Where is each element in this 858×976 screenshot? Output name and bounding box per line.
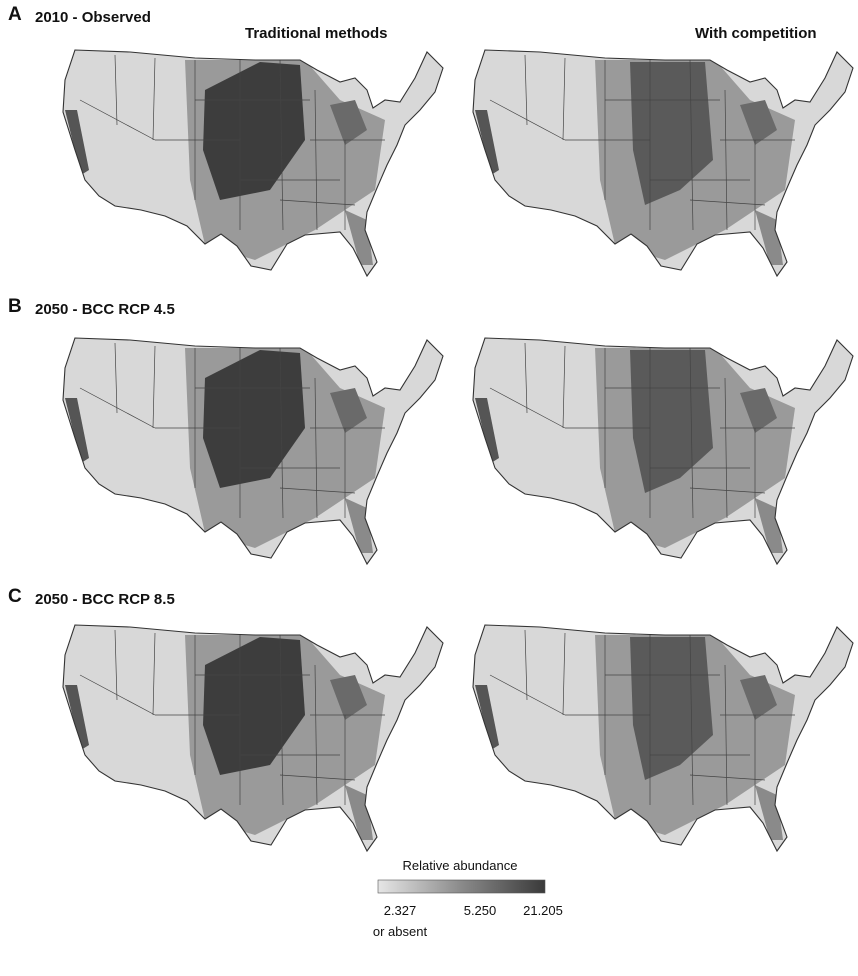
legend-colorbar	[378, 880, 545, 893]
panel-letter: C	[8, 586, 22, 607]
us-map	[473, 625, 853, 851]
us-map	[63, 625, 443, 851]
figure: A 2010 - Observed B 2050 - BCC RCP 4.5 C…	[0, 0, 858, 971]
panel-title: 2050 - BCC RCP 4.5	[35, 301, 175, 318]
panel-letter: B	[8, 296, 22, 317]
column-title: With competition	[695, 25, 817, 42]
panel-letter: A	[8, 4, 22, 25]
legend-note: or absent	[373, 924, 428, 939]
legend-title: Relative abundance	[403, 858, 518, 873]
us-map	[473, 50, 853, 276]
panel-title: 2050 - BCC RCP 8.5	[35, 591, 175, 608]
legend-label: 5.250	[464, 903, 497, 918]
legend-label: 21.205	[523, 903, 563, 918]
maps	[63, 50, 853, 851]
column-title: Traditional methods	[245, 25, 388, 42]
us-map	[63, 338, 443, 564]
us-map	[473, 338, 853, 564]
us-map	[63, 50, 443, 276]
legend-label: 2.327	[384, 903, 417, 918]
panel-title: 2010 - Observed	[35, 9, 151, 26]
